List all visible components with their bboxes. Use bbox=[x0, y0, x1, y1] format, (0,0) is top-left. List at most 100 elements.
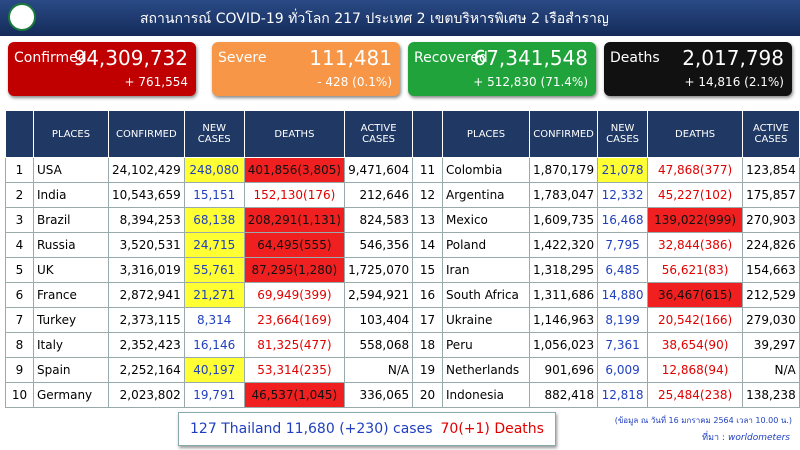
date-note: (ข้อมูล ณ วันที่ 16 มกราคม 2564 เวลา 10.… bbox=[614, 416, 792, 425]
table-cell: 8,314 bbox=[183, 307, 245, 333]
table-cell: 68,138 bbox=[183, 207, 245, 233]
table-row: 11 Colombia 1,870,179 21,078 47,868(377) 123,… bbox=[412, 157, 800, 183]
header-cell bbox=[412, 110, 443, 158]
table-cell: 53,314(235) bbox=[243, 357, 346, 383]
table-cell: 18 bbox=[412, 332, 443, 358]
table-cell: 10 bbox=[5, 382, 34, 408]
table-cell: 16 bbox=[412, 282, 443, 308]
card-value: 67,341,548 bbox=[473, 46, 588, 70]
table-cell: 208,291(1,131) bbox=[243, 207, 346, 233]
table-cell: Russia bbox=[33, 232, 109, 258]
card-label: Recovered bbox=[414, 50, 488, 66]
table-cell: 270,903 bbox=[742, 207, 800, 233]
card-value: 2,017,798 bbox=[682, 46, 784, 70]
card-value: 111,481 bbox=[309, 46, 392, 70]
table-cell: 9 bbox=[5, 357, 34, 383]
thailand-deaths: 70(+1) Deaths bbox=[440, 421, 544, 437]
table-cell: 69,949(399) bbox=[243, 282, 346, 308]
table-cell: 212,529 bbox=[742, 282, 800, 308]
table-row: 13 Mexico 1,609,735 16,468 139,022(999) 270,9… bbox=[412, 207, 800, 233]
table-cell: 38,654(90) bbox=[647, 332, 744, 358]
table-cell: 336,065 bbox=[344, 382, 414, 408]
header-row: PLACES CONFIRMED NEW CASES DEATHS ACTIVE CAS… bbox=[412, 110, 800, 158]
table-cell: 12 bbox=[412, 182, 443, 208]
source: worldometers bbox=[727, 433, 790, 443]
table-cell: 546,356 bbox=[344, 232, 414, 258]
table-cell: Italy bbox=[33, 332, 109, 358]
table-cell: 39,297 bbox=[742, 332, 800, 358]
table-cell: 32,844(386) bbox=[647, 232, 744, 258]
table-cell: Mexico bbox=[442, 207, 530, 233]
table-cell: 8,199 bbox=[597, 307, 649, 333]
table-cell: 64,495(555) bbox=[243, 232, 346, 258]
table-cell: 15,151 bbox=[183, 182, 245, 208]
table-cell: 2 bbox=[5, 182, 34, 208]
table-row: 3 Brazil 8,394,253 68,138 208,291(1,131) 824,… bbox=[5, 207, 414, 233]
table-cell: 81,325(477) bbox=[243, 332, 346, 358]
table-cell: 20,542(166) bbox=[647, 307, 744, 333]
table-cell: Germany bbox=[33, 382, 109, 408]
table-cell: 2,252,164 bbox=[108, 357, 185, 383]
table-cell: 279,030 bbox=[742, 307, 800, 333]
card: Recovered 67,341,548 + 512,830 (71.4%) bbox=[408, 42, 596, 96]
table-row: 16 South Africa 1,311,686 14,880 36,467(615)… bbox=[412, 282, 800, 308]
table-cell: 2,594,921 bbox=[344, 282, 414, 308]
table-cell: 47,868(377) bbox=[647, 157, 744, 183]
table-cell: N/A bbox=[344, 357, 414, 383]
table-cell: 45,227(102) bbox=[647, 182, 744, 208]
table-cell: 2,023,802 bbox=[108, 382, 185, 408]
card: Deaths 2,017,798 + 14,816 (2.1%) bbox=[604, 42, 792, 96]
card-change: - 428 (0.1%) bbox=[317, 75, 392, 89]
table-cell: Indonesia bbox=[442, 382, 530, 408]
table-cell: 14 bbox=[412, 232, 443, 258]
table-row: 10 Germany 2,023,802 19,791 46,537(1,045) 336… bbox=[5, 382, 414, 408]
table-cell: 1,783,047 bbox=[528, 182, 599, 208]
card-change: + 14,816 (2.1%) bbox=[684, 75, 784, 89]
table-cell: 21,271 bbox=[183, 282, 245, 308]
table-cell: 12,818 bbox=[597, 382, 649, 408]
table-cell: 212,646 bbox=[344, 182, 414, 208]
table-cell: 1,056,023 bbox=[528, 332, 599, 358]
column-header: DEATHS bbox=[647, 110, 744, 158]
card-change: + 512,830 (71.4%) bbox=[473, 75, 588, 89]
table-row: 18 Peru 1,056,023 7,361 38,654(90) 39,297 bbox=[412, 332, 800, 358]
card-value: 94,309,732 bbox=[73, 46, 188, 70]
table-row: 1 USA 24,102,429 248,080 401,856(3,805) 9,471… bbox=[5, 157, 414, 183]
column-header: PLACES bbox=[442, 110, 530, 158]
table-cell: 24,102,429 bbox=[108, 157, 185, 183]
column-header: ACTIVE CASES bbox=[742, 110, 800, 158]
column-header: NEW CASES bbox=[183, 110, 245, 158]
table-cell: India bbox=[33, 182, 109, 208]
table-cell: South Africa bbox=[442, 282, 530, 308]
table-cell: 23,664(169) bbox=[243, 307, 346, 333]
table-cell: 8,394,253 bbox=[108, 207, 185, 233]
table-cell: Peru bbox=[442, 332, 530, 358]
table-cell: 1 bbox=[5, 157, 34, 183]
table-row: 2 India 10,543,659 15,151 152,130(176) 212,64… bbox=[5, 182, 414, 208]
table-cell: Turkey bbox=[33, 307, 109, 333]
table-cell: 7 bbox=[5, 307, 34, 333]
table-cell: 7,795 bbox=[597, 232, 649, 258]
table-cell: 16,146 bbox=[183, 332, 245, 358]
table-cell: 175,857 bbox=[742, 182, 800, 208]
data-table: PLACES CONFIRMED NEW CASES DEATHS ACTIVE CAS… bbox=[5, 110, 414, 408]
table-cell: 1,725,070 bbox=[344, 257, 414, 283]
table-row: 12 Argentina 1,783,047 12,332 45,227(102) 175… bbox=[412, 182, 800, 208]
table-cell: 2,352,423 bbox=[108, 332, 185, 358]
table-cell: Argentina bbox=[442, 182, 530, 208]
table-cell: 40,197 bbox=[183, 357, 245, 383]
table-cell: 6,009 bbox=[597, 357, 649, 383]
table-cell: 5 bbox=[5, 257, 34, 283]
table-cell: 2,872,941 bbox=[108, 282, 185, 308]
card: Severe 111,481 - 428 (0.1%) bbox=[212, 42, 400, 96]
column-header: DEATHS bbox=[243, 110, 346, 158]
table-row: 17 Ukraine 1,146,963 8,199 20,542(166) 279,03… bbox=[412, 307, 800, 333]
table-cell: 56,621(83) bbox=[647, 257, 744, 283]
table-cell: 19,791 bbox=[183, 382, 245, 408]
table-cell: 7,361 bbox=[597, 332, 649, 358]
table-cell: 13 bbox=[412, 207, 443, 233]
table-cell: 123,854 bbox=[742, 157, 800, 183]
table-cell: 3 bbox=[5, 207, 34, 233]
header-row: PLACES CONFIRMED NEW CASES DEATHS ACTIVE CAS… bbox=[5, 110, 414, 158]
table-cell: 12,868(94) bbox=[647, 357, 744, 383]
